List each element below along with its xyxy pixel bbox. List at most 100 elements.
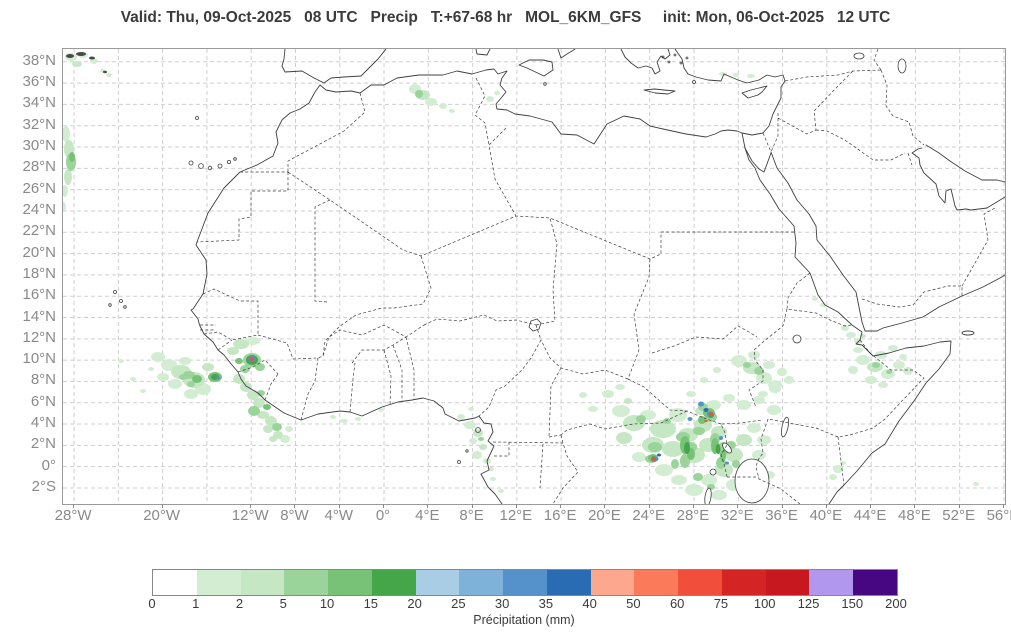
lat-label: 18°N (22, 264, 56, 282)
lat-label: 10°N (22, 350, 56, 368)
lon-axis-tick (914, 504, 916, 508)
precip-blob (355, 417, 361, 421)
lon-label: 48°E (898, 507, 931, 524)
lon-label: 4°E (415, 507, 440, 524)
colorbar-segment (546, 570, 591, 595)
colorbar-segment (809, 570, 854, 595)
precip-blob (240, 365, 250, 373)
lon-axis-tick (870, 504, 872, 508)
precip-blob (669, 408, 687, 422)
precip-blob (187, 381, 195, 387)
lat-label: 38°N (22, 51, 56, 69)
precip-blob (753, 396, 765, 404)
precip-blob (754, 367, 764, 375)
precip-blob (856, 355, 870, 365)
precip-blob (684, 442, 690, 454)
precip-blob (612, 405, 630, 417)
lon-label: 20°W (143, 507, 181, 524)
precip-blob (846, 332, 856, 338)
precip-blob (253, 398, 265, 408)
precip-blob (872, 362, 880, 368)
precip-blob (650, 420, 676, 438)
precip-blob (425, 98, 437, 106)
precip-blob (731, 355, 747, 367)
lon-label: 0° (375, 507, 391, 524)
coastlines-layer (190, 49, 1005, 504)
precip-blob (247, 390, 259, 400)
precip-blob (263, 425, 273, 433)
precip-blob (973, 482, 979, 486)
precip-blob (719, 72, 727, 76)
colorbar-tick-label: 5 (279, 596, 287, 611)
precip-blob (687, 417, 693, 421)
colorbar-tick-label: 25 (451, 596, 466, 611)
precip-blob (878, 382, 888, 388)
colorbar-tick-label: 15 (363, 596, 379, 611)
precip-blob (179, 357, 191, 365)
precip-blob (875, 351, 887, 359)
precip-blob (486, 96, 494, 102)
lon-axis-tick (1002, 504, 1004, 508)
colorbar-tick-label: 60 (669, 596, 685, 611)
colorbar-segment (328, 570, 372, 595)
precip-blob (269, 436, 277, 442)
precip-blob (723, 394, 735, 402)
precip-blob (680, 454, 690, 468)
africa-precipitation-map (63, 49, 1005, 504)
country-borders-layer (196, 49, 996, 504)
precip-blob (737, 400, 751, 410)
colorbar-segment (371, 570, 416, 595)
lon-label: 28°E (676, 507, 710, 524)
precip-blob (784, 376, 794, 384)
precip-blob (255, 363, 265, 371)
precip-blob (233, 374, 245, 384)
precip-blob (216, 376, 220, 380)
lon-axis-tick (825, 504, 827, 508)
lakes-layer (528, 52, 907, 504)
colorbar-tick-label: 20 (407, 596, 422, 611)
colorbar-segment (284, 570, 329, 595)
precip-blob (888, 345, 898, 351)
map-title: Valid: Thu, 09-Oct-2025 08 UTC Precip T:… (120, 9, 891, 26)
precip-blob (464, 421, 476, 429)
precip-blob (490, 477, 496, 481)
precip-blob (494, 91, 500, 95)
lon-label: 24°E (632, 507, 666, 524)
lon-axis-tick (604, 504, 606, 508)
colorbar-segment (240, 570, 285, 595)
precip-blob (732, 460, 740, 468)
colorbar-segment (196, 570, 241, 595)
precip-blob (886, 370, 892, 374)
colorbar-tick-label: 0 (148, 596, 156, 611)
precip-blob (233, 339, 249, 349)
precip-blob (130, 377, 136, 381)
precip-blob (698, 401, 704, 407)
precip-max-marker (708, 412, 714, 416)
colorbar-tick-label: 1 (192, 596, 200, 611)
precip-max-marker (704, 419, 708, 423)
lon-label: 32°E (720, 507, 754, 524)
lon-label: 4°W (324, 507, 354, 524)
precip-blob (468, 407, 474, 411)
precip-blob (615, 384, 625, 390)
precip-blob (106, 73, 112, 77)
colorbar-segment (459, 570, 504, 595)
precip-blob (478, 437, 484, 441)
precip-blob (671, 459, 679, 469)
colorbar-segment (853, 570, 898, 595)
precip-blob (632, 452, 646, 462)
precip-blob (449, 109, 455, 113)
precip-blob (757, 435, 771, 445)
lat-label: 20°N (22, 243, 56, 261)
lon-label: 12°W (231, 507, 269, 524)
precip-blob (693, 473, 703, 481)
precip-blob (700, 377, 708, 383)
precip-blob (686, 391, 696, 397)
colorbar-tick-label: 40 (582, 596, 597, 611)
lat-label: 16°N (22, 286, 56, 304)
precip-blob (707, 400, 721, 410)
precip-blob (715, 444, 721, 454)
colorbar-segment (634, 570, 679, 595)
precip-blob (498, 489, 504, 493)
